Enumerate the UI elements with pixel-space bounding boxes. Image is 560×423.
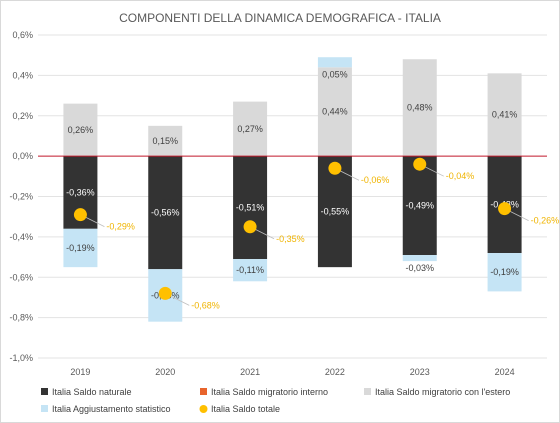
data-label-layer: -0,36% 0,26% -0,19% -0,29% -0,56% 0,15% -0,26%… (66, 69, 559, 310)
total-label: -0,04% (446, 171, 475, 181)
data-label: 0,26% (68, 125, 94, 135)
grid-layer (38, 34, 547, 359)
data-label: -0,19% (66, 243, 95, 253)
bar-layer (63, 57, 522, 322)
legend-swatch (200, 388, 207, 395)
x-tick-label: 2021 (240, 367, 260, 377)
bar-segment (317, 67, 352, 157)
legend-swatch (41, 405, 48, 412)
data-label: -0,56% (151, 208, 180, 218)
data-label: 0,27% (237, 124, 263, 134)
y-tick-label: 0,4% (12, 70, 33, 80)
bar-segment (233, 156, 268, 260)
bar-segment (487, 253, 522, 292)
bar-segment (402, 156, 437, 256)
total-point (158, 286, 172, 300)
x-tick-label: 2019 (70, 367, 90, 377)
y-tick-label: 0,2% (12, 111, 33, 121)
x-tick-label: 2023 (410, 367, 430, 377)
total-label: -0,35% (276, 234, 305, 244)
legend-marker (199, 405, 208, 413)
bar-segment (402, 255, 437, 262)
legend-label: Italia Aggiustamento statistico (52, 404, 171, 414)
y-tick-label: -0,4% (9, 232, 33, 242)
x-tick-label: 2020 (155, 367, 175, 377)
data-label: -0,49% (405, 201, 434, 211)
legend: Italia Saldo naturale Italia Saldo migrat… (41, 387, 510, 414)
bar-segment (63, 228, 98, 268)
data-label: 0,48% (407, 103, 433, 113)
data-label: -0,11% (236, 265, 264, 275)
bar-segment (63, 103, 98, 157)
bar-segment (148, 125, 183, 157)
legend-item: Italia Saldo migratorio con l'estero (364, 387, 510, 397)
data-label: -0,03% (405, 263, 434, 273)
legend-label: Italia Saldo migratorio con l'estero (375, 387, 510, 397)
axis-layer: -1,0% -0,8% -0,6% -0,4% -0,2% 0,0% 0,2% 0,4% 0,6… (9, 30, 514, 377)
data-label: 0,15% (152, 136, 178, 146)
total-label: -0,06% (361, 175, 390, 185)
total-point (243, 220, 257, 234)
data-label: -0,19% (490, 267, 519, 277)
total-point (413, 157, 427, 171)
legend-label: Italia Saldo naturale (52, 387, 132, 397)
total-point (498, 202, 512, 216)
total-label: -0,68% (191, 300, 220, 310)
legend-item: Italia Saldo migratorio interno (200, 387, 328, 397)
legend-swatch (41, 388, 48, 395)
legend-label: Italia Saldo totale (211, 404, 280, 414)
data-label: 0,44% (322, 107, 348, 117)
legend-item: Italia Saldo naturale (41, 387, 132, 397)
legend-swatch (364, 388, 371, 395)
y-tick-label: -1,0% (9, 353, 33, 363)
bar-segment (148, 156, 183, 270)
bar-segment (487, 73, 522, 157)
y-tick-label: 0,6% (12, 30, 33, 40)
y-tick-label: -0,2% (9, 192, 33, 202)
legend-label: Italia Saldo migratorio interno (211, 387, 328, 397)
total-point (73, 208, 87, 222)
bar-segment (317, 57, 352, 68)
bar-segment (233, 259, 268, 282)
bar-segment (402, 59, 437, 157)
data-label: -0,36% (66, 187, 95, 197)
data-label: -0,55% (321, 207, 350, 217)
data-label: 0,41% (492, 110, 518, 120)
x-tick-label: 2024 (495, 367, 515, 377)
y-tick-label: -0,8% (9, 313, 33, 323)
x-tick-label: 2022 (325, 367, 345, 377)
total-point-layer (73, 157, 529, 306)
total-label: -0,29% (106, 222, 135, 232)
data-label: 0,05% (322, 69, 348, 79)
y-tick-label: -0,6% (9, 272, 33, 282)
total-label: -0,26% (531, 216, 559, 226)
bar-segment (233, 101, 268, 157)
legend-item: Italia Aggiustamento statistico (41, 404, 171, 414)
chart-title: COMPONENTI DELLA DINAMICA DEMOGRAFICA - … (119, 11, 441, 25)
data-label: -0,51% (236, 203, 265, 213)
y-tick-label: 0,0% (12, 151, 33, 161)
total-point (328, 161, 342, 175)
legend-item: Italia Saldo totale (199, 404, 280, 414)
